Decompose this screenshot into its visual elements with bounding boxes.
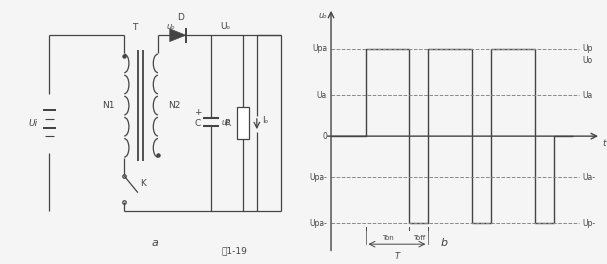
Text: uᴄ: uᴄ: [222, 117, 231, 126]
Text: Ua: Ua: [582, 91, 592, 100]
Text: N1: N1: [102, 101, 114, 110]
Text: Upa: Upa: [312, 44, 327, 53]
Text: Uo: Uo: [582, 56, 592, 65]
Text: Upa-: Upa-: [309, 219, 327, 228]
Text: t: t: [603, 139, 606, 148]
Text: a: a: [152, 238, 158, 248]
Text: Up: Up: [582, 44, 592, 53]
Text: Ua-: Ua-: [582, 173, 595, 182]
Text: R: R: [224, 119, 230, 128]
Text: D: D: [177, 13, 184, 22]
Polygon shape: [170, 29, 186, 42]
Text: 0: 0: [322, 132, 327, 141]
Text: uₒ: uₒ: [318, 11, 327, 20]
Text: Toff: Toff: [413, 235, 425, 242]
Text: +: +: [194, 109, 202, 117]
Text: K: K: [140, 179, 146, 188]
Text: T: T: [395, 252, 399, 261]
Bar: [237, 107, 249, 139]
Text: Iₒ: Iₒ: [262, 116, 268, 125]
Text: Ui: Ui: [29, 119, 38, 128]
Text: Ua: Ua: [317, 91, 327, 100]
Text: uₒ: uₒ: [167, 22, 175, 31]
Text: 图1-19: 图1-19: [222, 246, 247, 255]
Text: b: b: [441, 238, 447, 248]
Text: N2: N2: [168, 101, 180, 110]
Text: Up-: Up-: [582, 219, 595, 228]
Text: C: C: [194, 119, 201, 128]
Text: T: T: [132, 23, 138, 32]
Text: Upa-: Upa-: [309, 173, 327, 182]
Text: Ton: Ton: [382, 235, 393, 242]
Text: Uₒ: Uₒ: [220, 22, 231, 31]
